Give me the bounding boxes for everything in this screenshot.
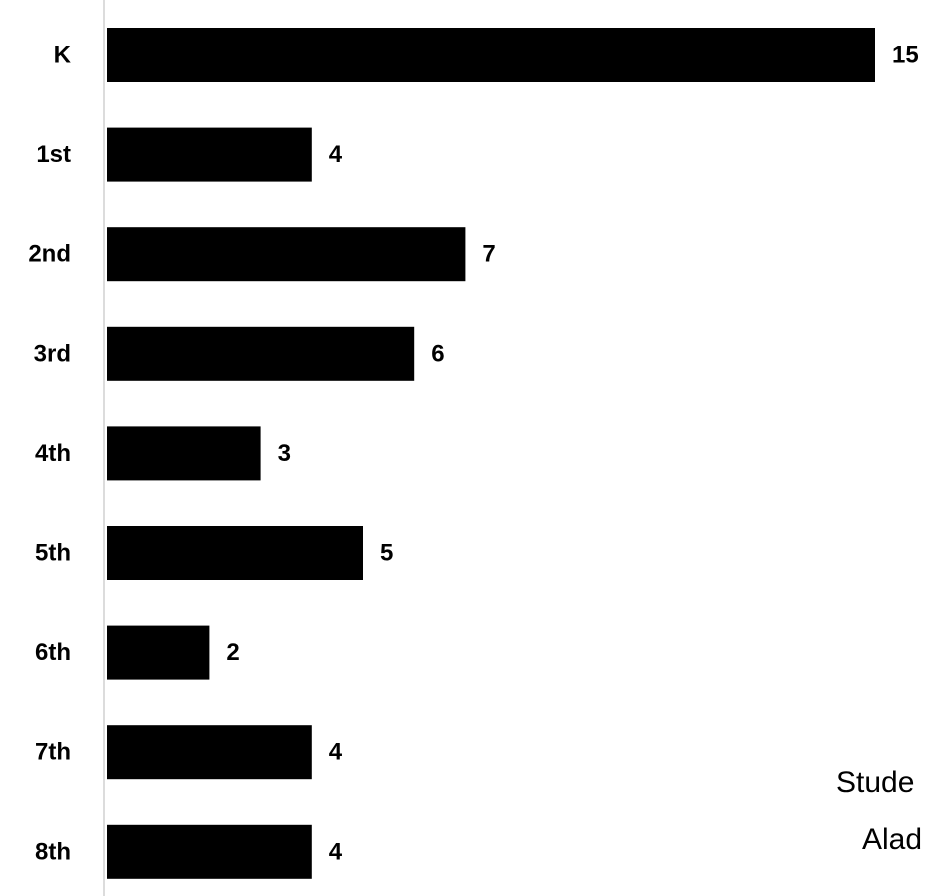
- data-label-7th: 4: [329, 739, 343, 766]
- data-label-K: 15: [892, 42, 919, 69]
- data-label-6th: 2: [226, 639, 239, 666]
- category-label-K: K: [54, 42, 72, 69]
- category-label-6th: 6th: [35, 639, 71, 666]
- bars-group: [107, 28, 875, 879]
- category-label-8th: 8th: [35, 838, 71, 865]
- data-label-5th: 5: [380, 540, 393, 567]
- bar-1st: [107, 127, 312, 182]
- category-ticks-group: K 1st 2nd 3rd 4th 5th 6th 7th 8th: [28, 42, 71, 866]
- bar-7th: [107, 725, 312, 780]
- category-label-2nd: 2nd: [28, 241, 71, 268]
- data-label-1st: 4: [329, 141, 343, 168]
- annotation-line-1: Stude: [836, 766, 915, 799]
- data-labels-group: 15 4 7 6 3 5 2 4 4: [226, 42, 918, 866]
- data-label-3rd: 6: [431, 340, 444, 367]
- bar-5th: [107, 526, 363, 580]
- bar-3rd: [107, 326, 415, 381]
- annotation-line-2: Alad: [862, 823, 923, 856]
- data-label-2nd: 7: [482, 241, 495, 268]
- bar-6th: [107, 625, 210, 680]
- bar-8th: [107, 824, 312, 879]
- category-label-5th: 5th: [35, 540, 71, 567]
- category-label-1st: 1st: [36, 141, 71, 168]
- data-label-4th: 3: [278, 440, 291, 467]
- bar-K: [107, 28, 875, 82]
- category-label-4th: 4th: [35, 440, 71, 467]
- category-label-7th: 7th: [35, 739, 71, 766]
- data-label-8th: 4: [329, 838, 343, 865]
- bar-2nd: [107, 227, 466, 282]
- category-label-3rd: 3rd: [34, 340, 71, 367]
- bar-4th: [107, 426, 261, 481]
